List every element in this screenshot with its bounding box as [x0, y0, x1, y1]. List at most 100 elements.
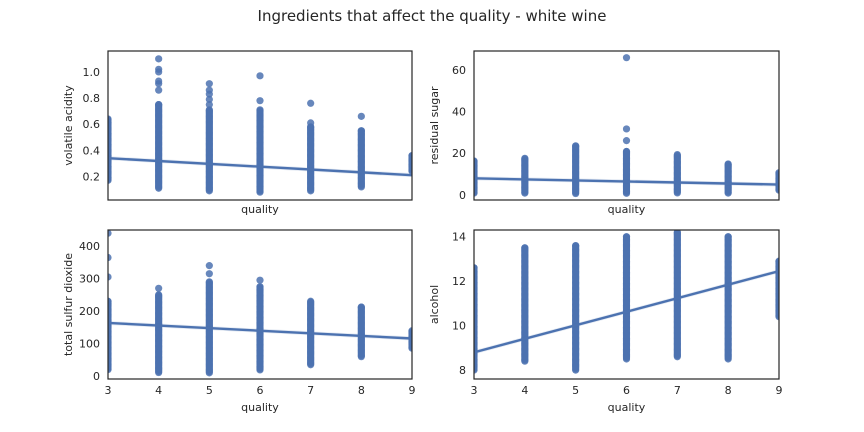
scatter-point	[408, 151, 412, 160]
y-tick-label: 10	[452, 320, 466, 333]
scatter-point-outlier	[256, 276, 264, 284]
subplot-bottom-right: 3 4 5 6 7 8 9 8 10 12 14 quality alcohol	[428, 229, 783, 414]
x-axis-label: quality	[241, 401, 279, 414]
scatter-point-outlier	[622, 125, 631, 133]
x-tick-label: 5	[572, 384, 579, 397]
scatter-point-outlier	[155, 86, 163, 94]
scatter-point-outlier	[205, 100, 213, 109]
scatter-point	[108, 297, 112, 305]
y-tick-label: 400	[79, 240, 100, 253]
scatter-point	[775, 169, 779, 177]
y-axis-label: residual sugar	[428, 86, 441, 165]
scatter-point	[521, 154, 529, 162]
scatter-point-outlier	[155, 65, 163, 73]
y-axis-label: volatile acidity	[62, 85, 75, 166]
x-tick-label: 9	[409, 384, 416, 397]
scatter-point	[155, 291, 163, 299]
y-tick-label: 0.6	[83, 118, 101, 131]
scatter-point-outlier	[108, 253, 112, 262]
scatter-point	[256, 283, 264, 291]
scatter-point-outlier	[256, 72, 264, 80]
scatter-point-outlier	[155, 284, 163, 292]
plot-marks	[108, 230, 412, 377]
axes-frame	[107, 229, 413, 380]
y-tick-label: 1.0	[83, 66, 101, 79]
regression-line	[474, 269, 779, 354]
scatter-point-outlier	[205, 86, 213, 94]
scatter-point	[622, 147, 631, 156]
y-tick-label: 20	[452, 147, 466, 160]
scatter-point	[205, 278, 213, 286]
scatter-point	[474, 264, 478, 272]
x-tick-label: 3	[105, 384, 112, 397]
scatter-point	[622, 233, 631, 241]
y-tick-label: 0.2	[83, 170, 101, 183]
y-tick-label: 0	[93, 370, 100, 383]
scatter-point	[673, 230, 681, 236]
x-tick-label: 4	[155, 384, 162, 397]
scatter-point-outlier	[357, 112, 365, 120]
scatter-point-outlier	[205, 80, 213, 88]
subplot-bottom-left: 3 4 5 6 7 8 9 0 100 200 300 400 quality total sulfur …	[62, 229, 416, 414]
scatter-point	[572, 142, 580, 150]
scatter-point	[572, 241, 580, 250]
plot-marks	[474, 230, 779, 374]
scatter-point-outlier	[307, 119, 315, 127]
scatter-point	[357, 127, 365, 135]
scatter-point	[521, 244, 529, 252]
plot-marks	[474, 54, 779, 198]
scatter-point	[256, 106, 264, 114]
y-tick-label: 60	[452, 64, 466, 77]
x-tick-label: 7	[674, 384, 681, 397]
x-tick-label: 8	[725, 384, 732, 397]
scatter-point-outlier	[622, 54, 631, 62]
regression-line	[108, 156, 412, 177]
scatter-point-outlier	[205, 262, 213, 270]
scatter-point-outlier	[307, 99, 315, 107]
scatter-point	[307, 297, 315, 305]
scatter-point	[474, 157, 478, 165]
y-tick-label: 0.8	[83, 92, 101, 105]
y-axis-label: alcohol	[428, 285, 441, 324]
scatter-point	[673, 150, 681, 159]
x-axis-label: quality	[241, 203, 279, 216]
plot-marks	[108, 55, 412, 196]
scatter-point	[724, 233, 732, 241]
scatter-point-outlier	[108, 230, 112, 237]
y-tick-label: 0	[459, 189, 466, 202]
scatter-point-outlier	[155, 55, 163, 63]
scatter-point	[775, 257, 779, 265]
scatter-point	[357, 303, 365, 311]
x-axis-label: quality	[608, 401, 646, 414]
y-tick-label: 0.4	[83, 144, 101, 157]
x-axis-label: quality	[608, 203, 646, 216]
x-tick-label: 6	[623, 384, 630, 397]
y-tick-label: 300	[79, 273, 100, 286]
axes-frame	[473, 229, 780, 380]
scatter-point-outlier	[205, 270, 213, 278]
y-tick-label: 200	[79, 305, 100, 318]
y-tick-label: 12	[452, 275, 466, 288]
scatter-point	[724, 160, 732, 168]
scatter-point-outlier	[205, 95, 213, 103]
y-tick-label: 8	[459, 364, 466, 377]
y-tick-label: 100	[79, 337, 100, 350]
x-tick-label: 4	[521, 384, 528, 397]
y-axis-label: total sulfur dioxide	[62, 253, 75, 356]
scatter-point-outlier	[108, 273, 112, 281]
x-tick-label: 9	[776, 384, 783, 397]
scatter-point-outlier	[622, 137, 631, 145]
x-tick-label: 8	[358, 384, 365, 397]
axes-frame	[107, 50, 413, 201]
subplot-top-left: 0.2 0.4 0.6 0.8 1.0 quality volatile acidity	[62, 50, 413, 216]
x-tick-label: 7	[307, 384, 314, 397]
scatter-point	[408, 327, 412, 335]
x-tick-label: 6	[257, 384, 264, 397]
y-tick-label: 14	[452, 231, 466, 244]
regression-line	[474, 177, 779, 186]
scatter-point	[108, 115, 112, 123]
scatter-point	[155, 100, 163, 109]
regression-line	[108, 321, 412, 340]
x-tick-label: 5	[206, 384, 213, 397]
